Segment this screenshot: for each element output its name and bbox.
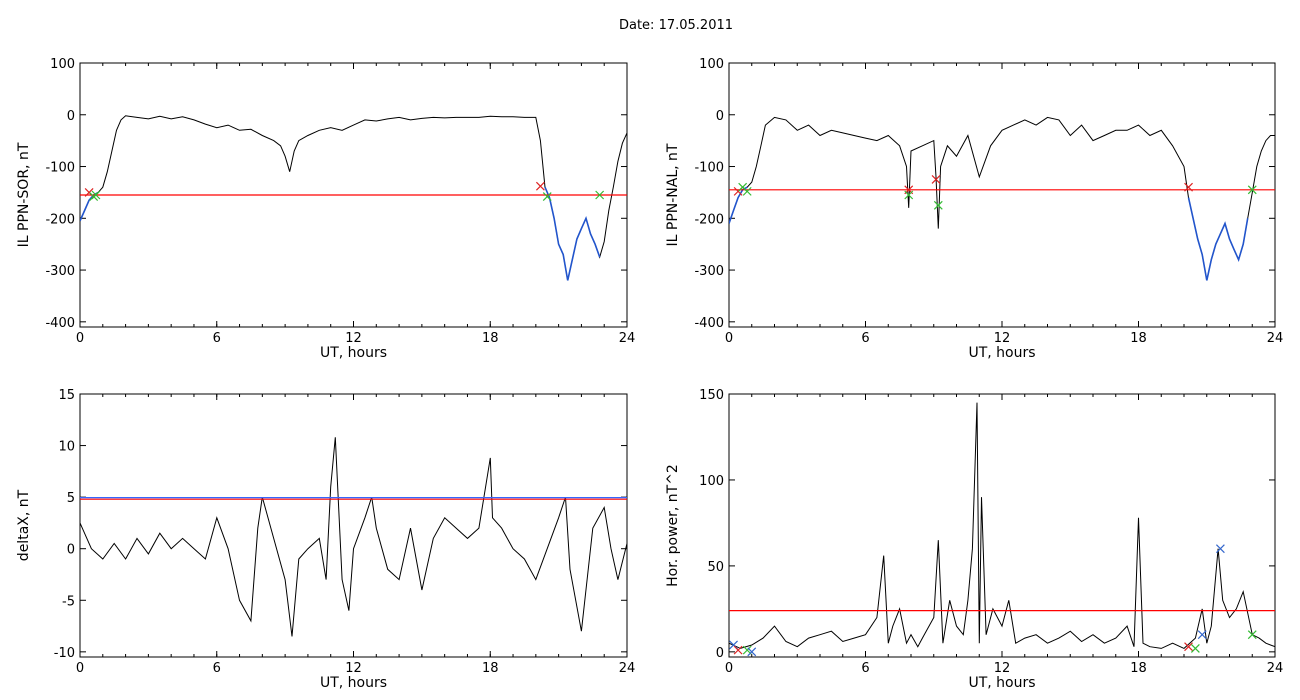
y-tick-label: -300 — [694, 264, 724, 279]
x-tick-label: 0 — [76, 331, 84, 346]
y-tick-label: 15 — [58, 388, 75, 403]
x-tick-label: 6 — [861, 661, 869, 676]
series-line — [80, 437, 627, 637]
x-tick-label: 24 — [619, 661, 636, 676]
plot-frame — [728, 62, 1276, 328]
x-tick-label: 0 — [725, 661, 733, 676]
point-marker — [933, 200, 943, 210]
x-tick-label: 12 — [994, 331, 1011, 346]
series-line — [729, 186, 748, 224]
y-tick-label: -5 — [62, 594, 75, 609]
y-tick-label: -400 — [45, 316, 75, 331]
x-tick-label: 18 — [1130, 661, 1147, 676]
y-axis-label: deltaX, nT — [16, 489, 32, 561]
point-marker — [1184, 182, 1193, 192]
chart-panel-hor-power: 0 6 12 18 24 0 50 100 150 UT, hours Hor. power, nT… — [665, 388, 1283, 691]
y-tick-label: 5 — [67, 491, 75, 506]
point-marker — [931, 175, 941, 184]
point-marker — [535, 181, 545, 191]
y-tick-label: -300 — [45, 264, 75, 279]
x-tick-label: 18 — [482, 331, 499, 346]
chart-panel-nal: 0 6 12 18 24 -400 -300 -200 -100 0 100 UT, hours IL … — [665, 57, 1283, 361]
point-marker — [542, 192, 552, 201]
x-tick-label: 24 — [1267, 661, 1284, 676]
x-tick-label: 12 — [994, 661, 1011, 676]
x-tick-label: 18 — [1130, 331, 1147, 346]
x-axis-label: UT, hours — [968, 675, 1035, 691]
series-line — [729, 116, 1275, 281]
point-marker — [595, 190, 605, 200]
point-marker — [91, 190, 101, 200]
y-tick-label: -100 — [694, 161, 724, 176]
y-tick-label: 100 — [699, 474, 724, 489]
y-tick-label: 0 — [716, 109, 724, 124]
plot-area — [80, 437, 627, 637]
x-tick-label: 6 — [213, 331, 221, 346]
series-line — [80, 191, 99, 222]
point-marker — [1190, 643, 1200, 653]
x-tick-label: 0 — [725, 331, 733, 346]
x-tick-label: 12 — [345, 661, 362, 676]
x-axis-label: UT, hours — [968, 345, 1035, 361]
x-tick-label: 18 — [482, 661, 499, 676]
series-line — [729, 402, 1275, 649]
y-axis-label: IL PPN-SOR, nT — [16, 142, 32, 247]
y-tick-label: 50 — [707, 560, 724, 575]
point-marker — [742, 186, 752, 196]
point-marker — [1184, 642, 1193, 652]
x-tick-label: 24 — [1267, 331, 1284, 346]
chart-panel-deltax: 0 6 12 18 24 -10 -5 0 5 10 15 UT, hours deltaX, nT — [16, 388, 635, 691]
point-marker — [1247, 185, 1257, 195]
y-tick-label: 0 — [67, 109, 75, 124]
x-tick-label: 6 — [861, 331, 869, 346]
plot-area — [80, 115, 627, 281]
plot-area — [729, 116, 1275, 281]
y-tick-label: -200 — [694, 212, 724, 227]
x-tick-label: 0 — [76, 661, 84, 676]
x-axis-label: UT, hours — [320, 345, 387, 361]
y-tick-label: 0 — [716, 646, 724, 661]
y-tick-label: -400 — [694, 316, 724, 331]
y-axis-label: Hor. power, nT^2 — [665, 464, 681, 587]
point-marker — [733, 645, 743, 655]
point-marker — [1247, 630, 1257, 640]
y-tick-label: 150 — [699, 388, 724, 403]
point-marker — [747, 647, 757, 657]
plot-frame — [728, 393, 1276, 658]
date-label: Date: 17.05.2011 — [618, 18, 734, 33]
point-marker — [904, 190, 914, 200]
x-tick-label: 6 — [213, 661, 221, 676]
point-marker — [742, 645, 752, 655]
y-tick-label: 10 — [58, 440, 75, 455]
plot-area — [729, 402, 1275, 657]
point-marker — [1215, 544, 1225, 554]
plot-frame — [79, 393, 628, 658]
y-tick-label: -10 — [54, 646, 75, 661]
series-line — [544, 186, 601, 281]
point-marker — [1197, 630, 1207, 640]
y-tick-label: -100 — [45, 161, 75, 176]
chart-panel-sor: 0 6 12 18 24 -400 -300 -200 -100 0 100 UT, hours IL … — [16, 57, 635, 361]
x-tick-label: 12 — [345, 331, 362, 346]
y-tick-label: -200 — [45, 212, 75, 227]
x-tick-label: 24 — [619, 331, 636, 346]
series-line — [1187, 197, 1249, 281]
y-tick-label: 100 — [699, 57, 724, 72]
y-tick-label: 100 — [50, 57, 75, 72]
y-tick-label: 0 — [67, 543, 75, 558]
x-axis-label: UT, hours — [320, 675, 387, 691]
y-axis-label: IL PPN-NAL, nT — [665, 143, 681, 246]
